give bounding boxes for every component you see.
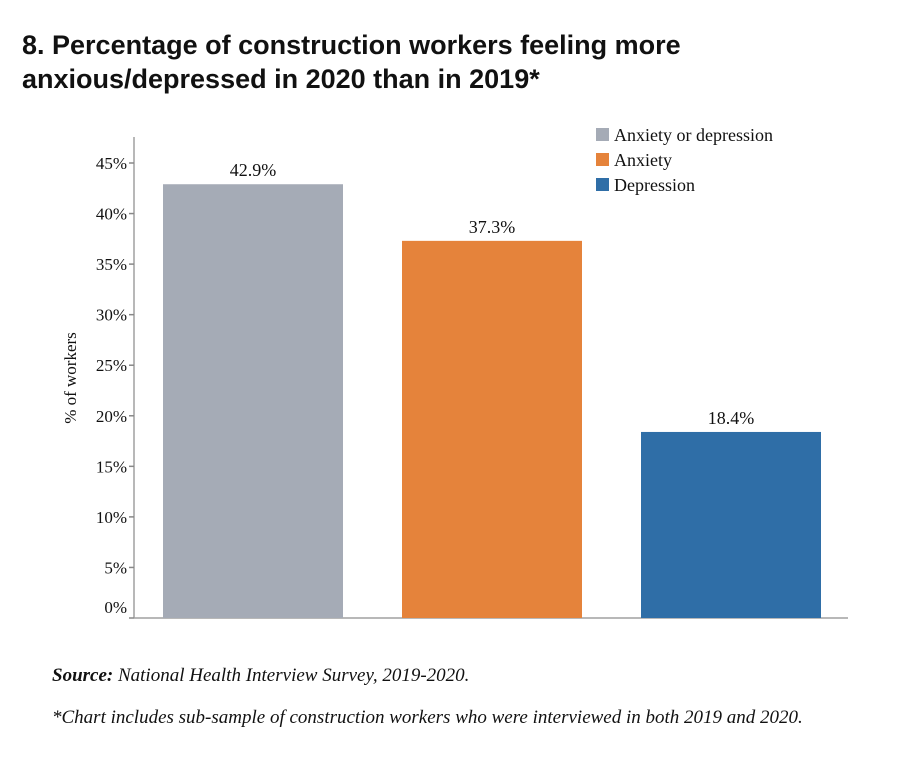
y-tick-label: 20%	[96, 407, 127, 426]
legend-swatch	[596, 178, 609, 191]
source-label: Source:	[52, 665, 114, 686]
legend-label: Anxiety or depression	[614, 125, 773, 145]
bar-chart: 0% 5% 10% 15% 20% 25% 30% 35% 40% 45% % of workers…	[61, 125, 848, 619]
legend-label: Depression	[614, 175, 695, 195]
bar-depression	[641, 431, 821, 618]
data-label: 37.3%	[469, 217, 516, 237]
footnote: *Chart includes sub-sample of constructi…	[52, 707, 803, 728]
y-tick-label: 35%	[96, 255, 127, 274]
bar-anxiety	[402, 240, 582, 618]
y-tick-label: 0%	[104, 598, 127, 617]
bar-anxiety-or-depression	[163, 184, 343, 618]
y-axis-label: % of workers	[61, 332, 80, 424]
data-label: 18.4%	[708, 408, 755, 428]
y-tick-label: 5%	[104, 558, 127, 577]
y-tick-label: 15%	[96, 457, 127, 476]
y-tick-label: 25%	[96, 356, 127, 375]
legend-label: Anxiety	[614, 150, 672, 170]
y-tick-label: 40%	[96, 205, 127, 224]
chart-title: 8. Percentage of construction workers fe…	[22, 30, 681, 94]
legend-swatch	[596, 128, 609, 141]
y-tick-label: 45%	[96, 154, 127, 173]
source-note: Source: National Health Interview Survey…	[52, 664, 872, 688]
y-tick-label: 10%	[96, 508, 127, 527]
legend-swatch	[596, 153, 609, 166]
data-label: 42.9%	[230, 160, 277, 180]
y-tick-label: 30%	[96, 306, 127, 325]
source-text: National Health Interview Survey, 2019-2…	[113, 665, 470, 686]
